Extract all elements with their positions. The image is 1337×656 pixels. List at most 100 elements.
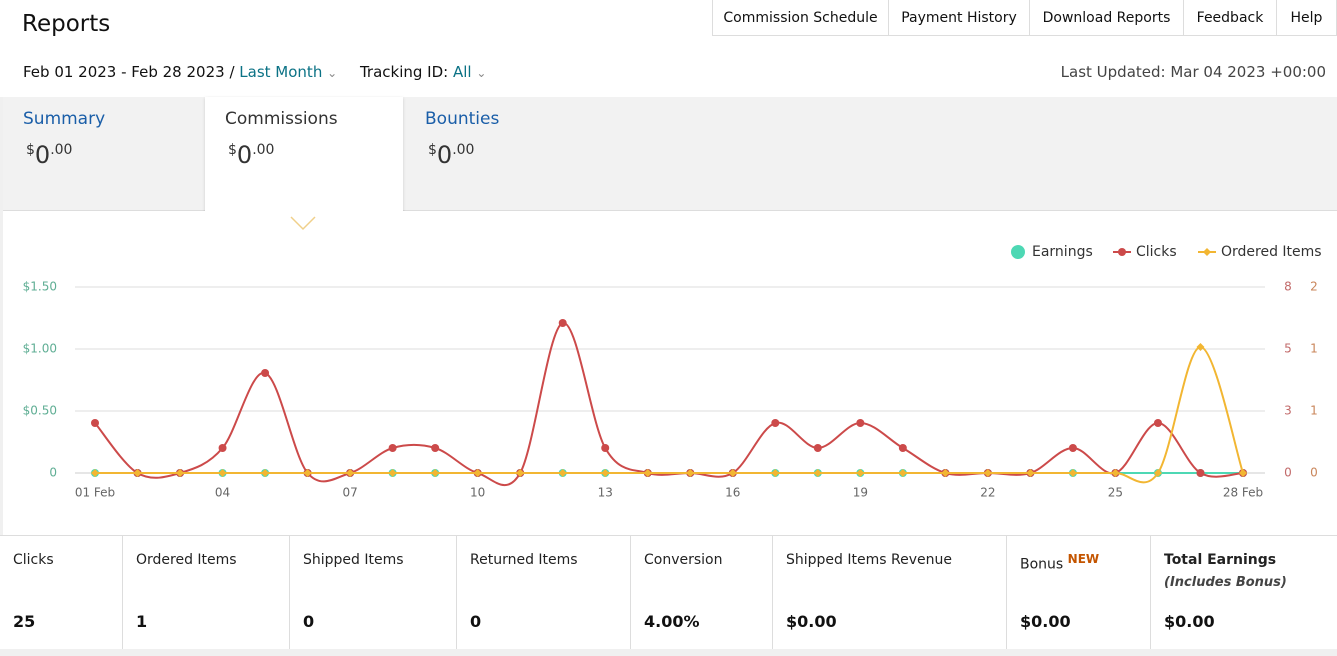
marker: [856, 419, 865, 427]
period-select[interactable]: Last Month: [239, 63, 323, 81]
stat: Shipped Items 0: [290, 536, 457, 649]
currency: $: [228, 142, 237, 158]
y2-tick-label: 5: [1284, 342, 1292, 356]
amount-cents: .00: [252, 142, 275, 158]
stat: Shipped Items Revenue $0.00: [773, 536, 1007, 649]
x-tick-label: 07: [342, 486, 357, 500]
marker: [898, 469, 907, 477]
tab[interactable]: Summary $0.00: [3, 97, 203, 210]
y-tick-label: $0.50: [23, 404, 57, 418]
y3-tick-label: 1: [1310, 404, 1318, 418]
marker: [1068, 444, 1077, 452]
marker: [686, 469, 695, 477]
y-tick-label: 0: [49, 466, 57, 480]
marker: [1153, 469, 1162, 477]
marker: [91, 419, 99, 427]
stat-label: Conversion: [644, 552, 723, 568]
date-line: Feb 01 2023 - Feb 28 2023 / Last Month ⌄…: [23, 63, 486, 81]
amount-cents: .00: [50, 142, 73, 158]
stat: Total Earnings (Includes Bonus) $0.00: [1151, 536, 1337, 649]
currency: $: [26, 142, 35, 158]
nav-button[interactable]: Download Reports: [1029, 0, 1184, 36]
x-tick-label: 28 Feb: [1223, 486, 1263, 500]
chevron: ⌄: [327, 66, 338, 80]
marker: [558, 319, 567, 327]
marker: [388, 469, 397, 477]
x-tick-label: 19: [853, 486, 868, 500]
x-tick-label: 01 Feb: [75, 486, 115, 500]
marker: [1196, 342, 1205, 351]
stat-label: Ordered Items: [136, 552, 237, 568]
nav-button[interactable]: Commission Schedule: [712, 0, 889, 36]
marker: [516, 469, 525, 477]
separator: /: [229, 63, 235, 81]
x-tick-label: 16: [725, 486, 740, 500]
marker: [218, 444, 227, 452]
stat-value: 0: [303, 612, 315, 631]
tracking-select[interactable]: All: [452, 63, 472, 81]
stat-label: Clicks: [13, 552, 54, 568]
legend-marker: [1011, 245, 1025, 259]
amount-cents: .00: [452, 142, 475, 158]
stat: Bonus NEW $0.00: [1007, 536, 1151, 649]
stat-label: Bonus NEW: [1020, 552, 1099, 573]
x-tick-label: 04: [215, 486, 230, 500]
stat: Clicks 25: [0, 536, 123, 649]
marker: [1068, 469, 1077, 477]
y2-tick-label: 3: [1284, 404, 1292, 418]
nav-button[interactable]: Help: [1276, 0, 1337, 36]
chart: 0 $0.50 $1.00 $1.50 0 3 5 8 0 1 1 2 01 Feb 04 07 10 13 16…: [23, 216, 1322, 500]
marker: [856, 469, 865, 477]
stat: Conversion 4.00%: [631, 536, 773, 649]
marker: [601, 469, 610, 477]
marker: [941, 469, 950, 477]
stat-label: Shipped Items Revenue: [786, 552, 952, 568]
series-line: [95, 345, 1244, 484]
series-line: [94, 322, 1244, 487]
marker: [813, 444, 822, 452]
tab-label: Bounties: [425, 109, 500, 129]
marker: [1239, 469, 1247, 477]
marker: [728, 469, 737, 477]
marker: [558, 469, 567, 477]
x-tick-label: 25: [1108, 486, 1123, 500]
legend-label: Earnings: [1032, 244, 1093, 260]
marker: [1196, 469, 1205, 477]
stat-label: Returned Items: [470, 552, 578, 568]
stat-value: 4.00%: [644, 612, 700, 631]
stat-note: (Includes Bonus): [1164, 575, 1287, 590]
tab-amount: $0.00: [26, 141, 72, 169]
stat-label-text: Bonus: [1020, 556, 1064, 573]
marker: [643, 469, 652, 477]
marker: [431, 469, 440, 477]
tab-amount: $0.00: [428, 141, 474, 169]
marker: [771, 469, 780, 477]
amount-whole: 0: [236, 141, 253, 169]
marker: [771, 419, 780, 427]
legend-marker: [1203, 248, 1211, 256]
marker: [133, 469, 142, 477]
tab-bar: Summary $0.00 Commissions $0.00 Bounties…: [3, 97, 1337, 214]
stat-value: $0.00: [1020, 612, 1071, 631]
marker: [601, 444, 610, 452]
tab-caret: [290, 216, 316, 231]
stat-label: Total Earnings: [1164, 552, 1277, 568]
stat: Ordered Items 1: [123, 536, 290, 649]
marker: [261, 369, 270, 377]
stat-value: 25: [13, 612, 36, 631]
last-updated: Last Updated: Mar 04 2023 +00:00: [1060, 63, 1326, 81]
stats-row: Clicks 25 Ordered Items 1 Shipped Items 0 R…: [0, 535, 1337, 649]
stat-value: $0.00: [786, 612, 837, 631]
nav-button[interactable]: Payment History: [888, 0, 1030, 36]
tab-active[interactable]: Commissions $0.00: [205, 97, 403, 214]
tab[interactable]: Bounties $0.00: [405, 97, 605, 210]
y3-tick-label: 2: [1310, 280, 1318, 294]
legend-label: Ordered Items: [1221, 244, 1322, 260]
x-tick-label: 13: [598, 486, 613, 500]
amount-whole: 0: [34, 141, 51, 169]
marker: [983, 469, 992, 477]
nav-button[interactable]: Feedback: [1183, 0, 1277, 36]
y-tick-label: $1.00: [23, 342, 57, 356]
tab-amount: $0.00: [228, 141, 274, 169]
